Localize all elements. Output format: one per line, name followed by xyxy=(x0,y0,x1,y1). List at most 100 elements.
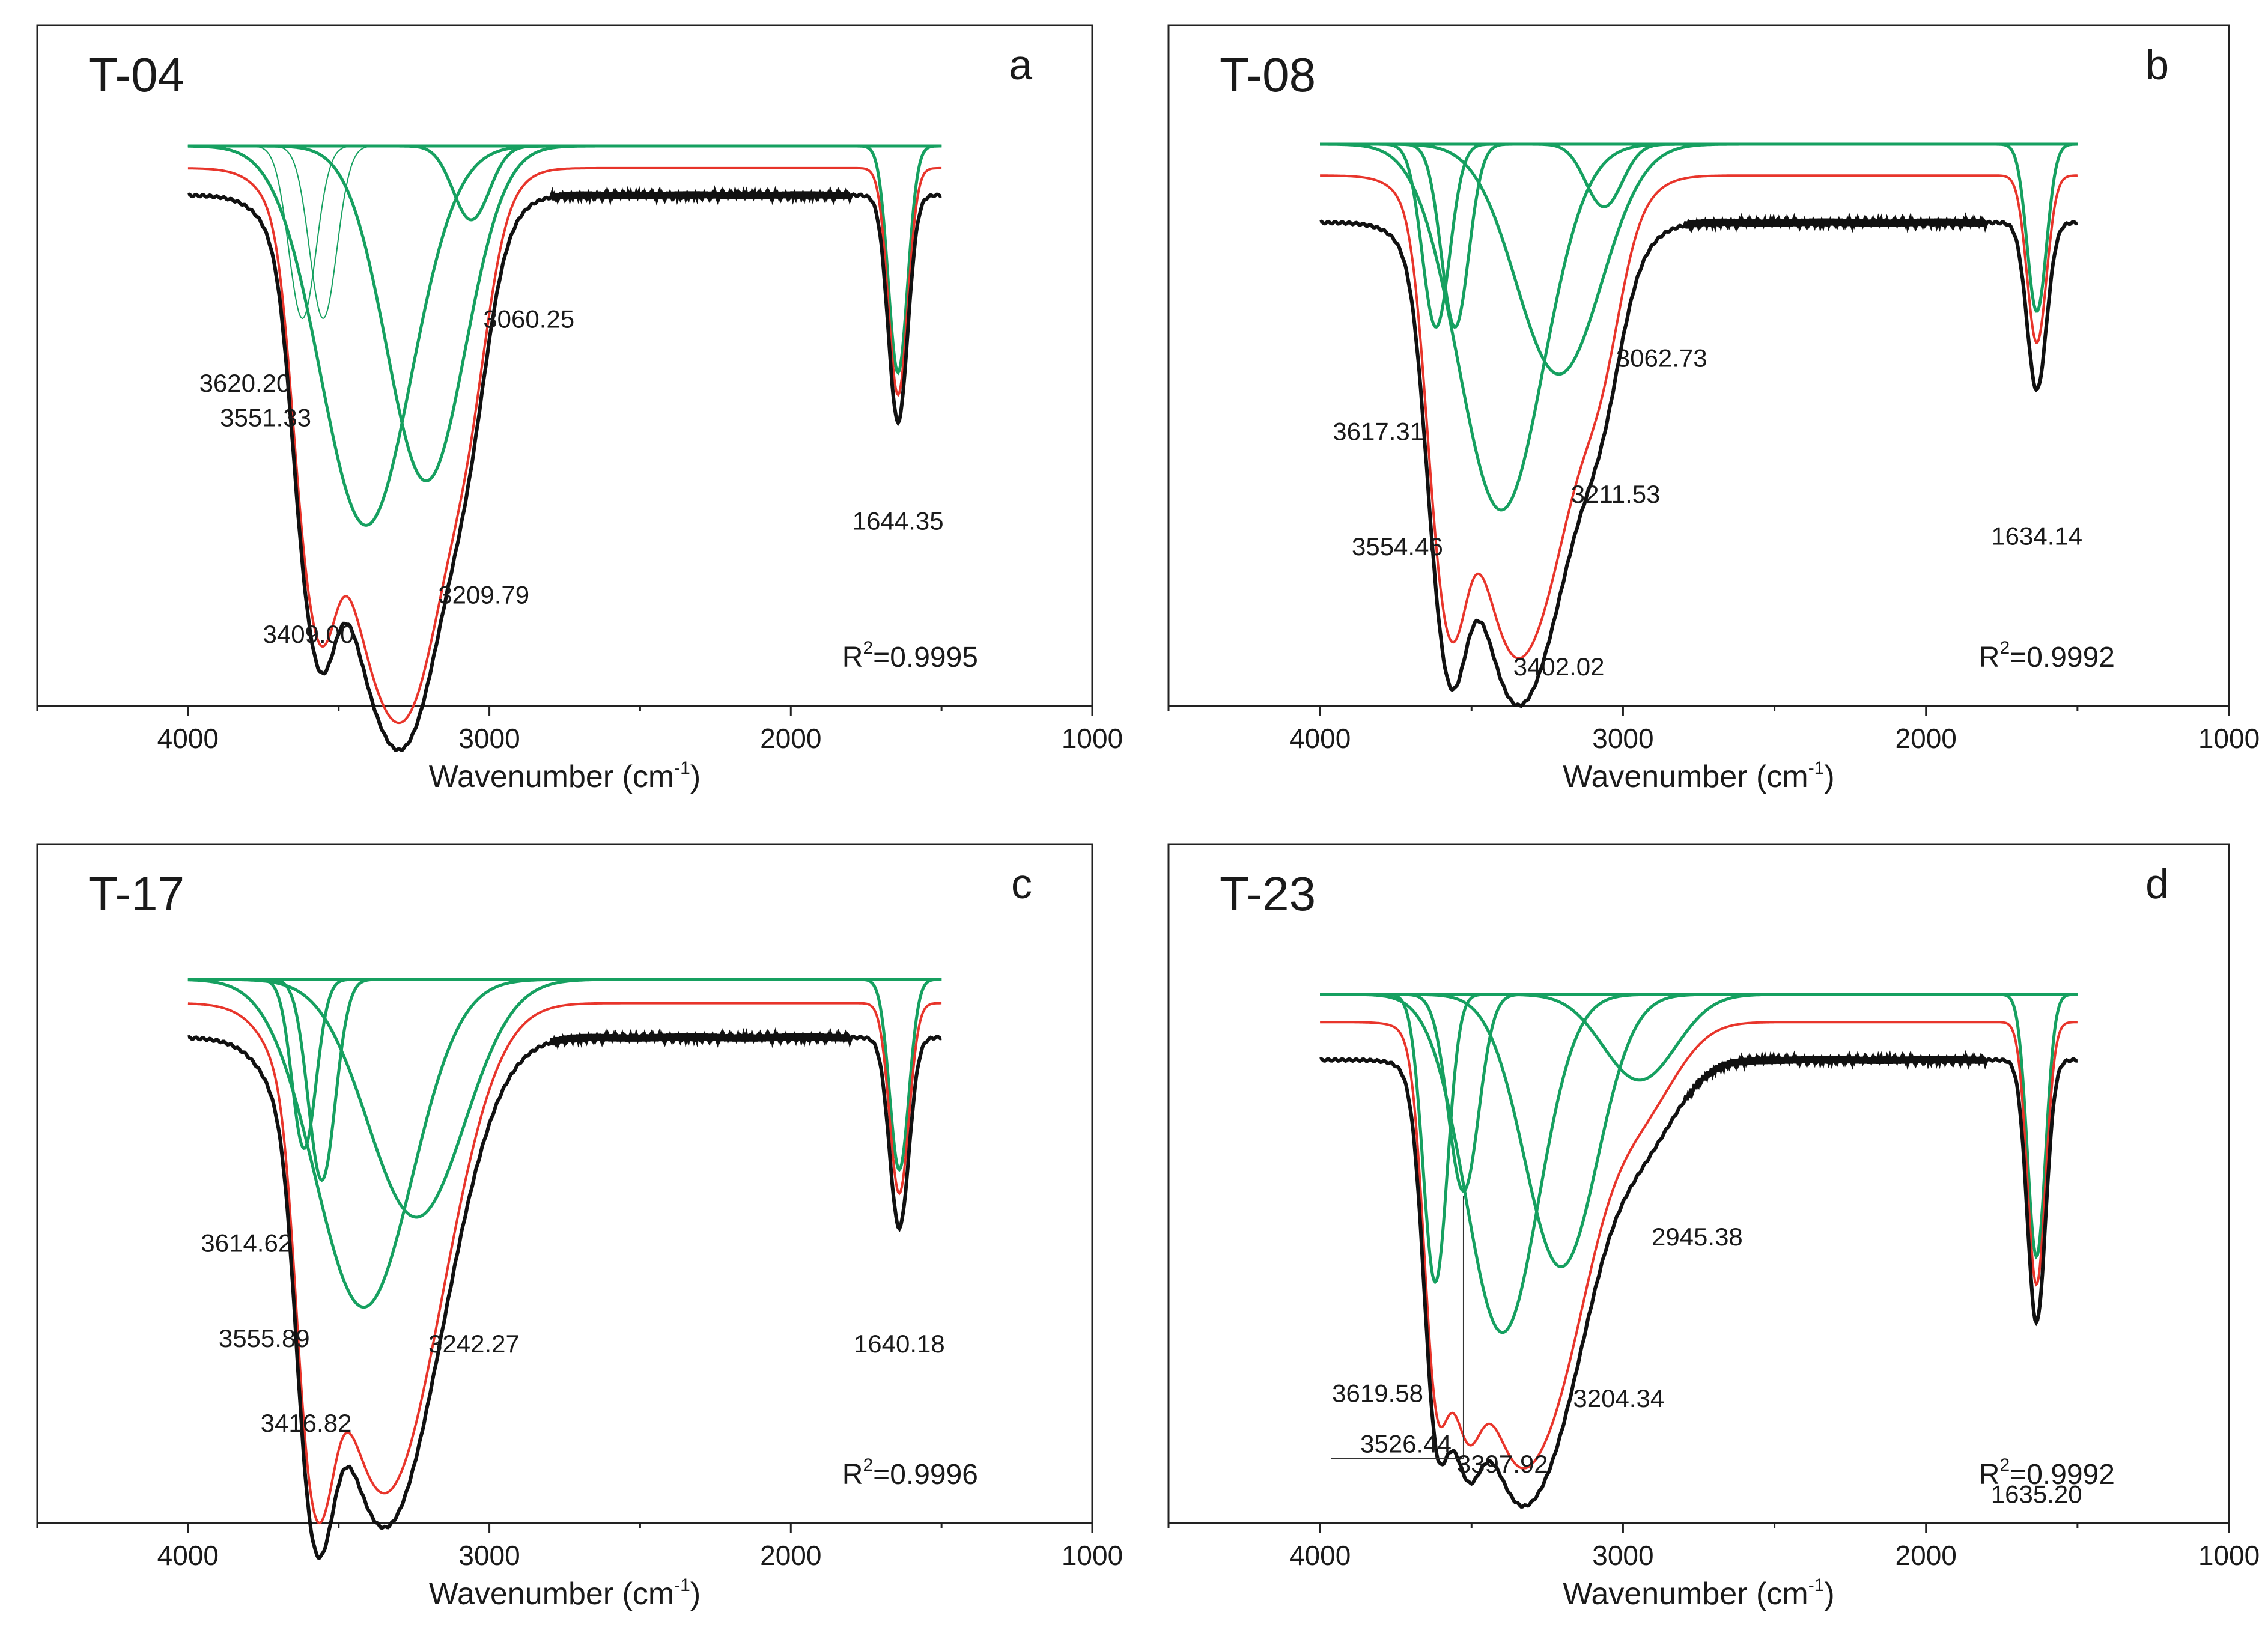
r-squared-label: R2=0.9992 xyxy=(1979,1455,2115,1491)
x-tick-label: 1000 xyxy=(2198,723,2260,754)
measured-spectrum xyxy=(187,185,942,752)
component-band xyxy=(1320,142,2078,329)
component-band xyxy=(1320,993,2078,1082)
panel-letter: b xyxy=(2145,41,2169,88)
peak-label: 3397.92 xyxy=(1457,1450,1548,1478)
x-tick-label: 3000 xyxy=(458,723,520,754)
x-axis-label-exponent: -1 xyxy=(674,758,690,778)
panel-title: T-17 xyxy=(88,867,184,920)
x-axis-label-text: Wavenumber (cm xyxy=(429,759,674,794)
x-axis-label-close: ) xyxy=(1824,759,1834,794)
component-band xyxy=(1320,142,2078,313)
r-squared-symbol: R xyxy=(842,642,863,674)
peak-label: 3619.58 xyxy=(1332,1379,1423,1407)
x-tick-label: 1000 xyxy=(1062,1540,1123,1571)
r-squared-exponent: 2 xyxy=(1999,1455,2010,1475)
component-band xyxy=(187,144,942,376)
r-squared-symbol: R xyxy=(1979,642,2000,674)
x-tick-label: 2000 xyxy=(1896,723,1957,754)
component-band xyxy=(1320,142,2078,329)
fitted-curve xyxy=(187,1002,942,1525)
x-axis-label-close: ) xyxy=(690,1577,701,1611)
plot-frame xyxy=(36,24,1093,707)
x-tick-label: 2000 xyxy=(760,723,821,754)
x-axis-label: Wavenumber (cm-1) xyxy=(1563,1575,1834,1611)
x-tick-label: 3000 xyxy=(458,1540,520,1571)
measured-spectrum xyxy=(187,1027,942,1560)
x-axis-label-text: Wavenumber (cm xyxy=(1563,1577,1808,1611)
r-squared-label: R2=0.9992 xyxy=(1979,638,2115,674)
x-tick-label: 3000 xyxy=(1592,1540,1653,1571)
fitted-curve xyxy=(187,166,942,725)
r-squared-exponent: 2 xyxy=(1999,638,2010,658)
r-squared-symbol: R xyxy=(842,1459,863,1491)
x-tick-label: 2000 xyxy=(760,1540,821,1571)
x-tick-label: 4000 xyxy=(1289,723,1351,754)
measured-spectrum xyxy=(1319,211,2078,708)
r-squared-value: =0.9992 xyxy=(2010,642,2115,674)
r-squared-exponent: 2 xyxy=(863,638,873,658)
component-band xyxy=(187,978,942,1172)
peak-label: 3416.82 xyxy=(261,1409,352,1437)
x-axis-label: Wavenumber (cm-1) xyxy=(429,758,701,794)
peak-label: 3402.02 xyxy=(1513,652,1605,681)
peak-label: 1634.14 xyxy=(1991,521,2082,550)
peak-label: 3209.79 xyxy=(438,581,529,609)
component-band xyxy=(187,978,942,1182)
peak-label: 2945.38 xyxy=(1652,1223,1743,1251)
peak-label: 3551.33 xyxy=(220,403,311,431)
x-tick-label: 2000 xyxy=(1896,1540,1957,1571)
measured-spectrum xyxy=(1319,1050,2078,1509)
x-axis-label-exponent: -1 xyxy=(1808,1575,1825,1595)
x-axis-label-close: ) xyxy=(690,759,701,794)
r-squared-exponent: 2 xyxy=(863,1455,873,1475)
fitted-curve xyxy=(1320,1021,2078,1470)
r-squared-value: =0.9992 xyxy=(2010,1459,2115,1491)
r-squared-symbol: R xyxy=(1979,1459,2000,1491)
peak-label: 3555.89 xyxy=(219,1324,310,1352)
peak-label: 3060.25 xyxy=(483,305,574,333)
x-tick-label: 4000 xyxy=(157,723,219,754)
x-tick-label: 4000 xyxy=(157,1540,219,1571)
peak-label: 3242.27 xyxy=(428,1330,520,1358)
x-axis-label-exponent: -1 xyxy=(674,1575,690,1595)
peak-label: 1640.18 xyxy=(854,1330,945,1358)
peak-label: 3614.62 xyxy=(201,1229,292,1257)
component-band xyxy=(187,978,942,1219)
peak-label: 3617.31 xyxy=(1333,417,1424,445)
panel-title: T-04 xyxy=(88,48,184,102)
panel-b: 4000 3000 2000 1000 Wavenumber (cm-1) T-08 b R2… xyxy=(1167,24,2260,794)
plot-frame xyxy=(1167,843,2230,1524)
component-band xyxy=(1320,993,2078,1193)
x-tick-label: 1000 xyxy=(2198,1540,2260,1571)
peak-label: 3554.46 xyxy=(1352,532,1443,561)
peak-label: 3062.73 xyxy=(1616,344,1707,372)
x-axis-label-exponent: -1 xyxy=(1808,758,1825,778)
peak-label: 3204.34 xyxy=(1573,1384,1664,1412)
panel-letter: d xyxy=(2145,860,2169,907)
x-axis-label-text: Wavenumber (cm xyxy=(429,1577,674,1611)
panel-letter: c xyxy=(1011,860,1032,907)
plot-frame xyxy=(36,843,1093,1524)
peak-label: 1635.20 xyxy=(1991,1480,2082,1508)
panel-a: 4000 3000 2000 1000 Wavenumber (cm-1) T-04 a R2… xyxy=(36,24,1123,794)
r-squared-label: R2=0.9995 xyxy=(842,638,978,674)
component-band xyxy=(187,145,942,320)
panel-title: T-08 xyxy=(1220,48,1316,102)
peak-label: 1644.35 xyxy=(853,507,944,535)
peak-label: 3409.00 xyxy=(263,620,354,648)
fitted-curve xyxy=(1320,174,2078,660)
component-band xyxy=(187,145,942,320)
x-tick-label: 3000 xyxy=(1592,723,1653,754)
component-band xyxy=(1320,142,2078,376)
r-squared-value: =0.9996 xyxy=(873,1459,978,1491)
panel-c: 4000 3000 2000 1000 Wavenumber (cm-1) T-17 c R2… xyxy=(36,843,1123,1611)
component-band xyxy=(187,144,942,222)
x-axis-label-text: Wavenumber (cm xyxy=(1563,759,1808,794)
r-squared-value: =0.9995 xyxy=(873,642,978,674)
x-tick-label: 1000 xyxy=(1062,723,1123,754)
x-axis-label: Wavenumber (cm-1) xyxy=(1563,758,1834,794)
x-axis-label-close: ) xyxy=(1824,1577,1834,1611)
